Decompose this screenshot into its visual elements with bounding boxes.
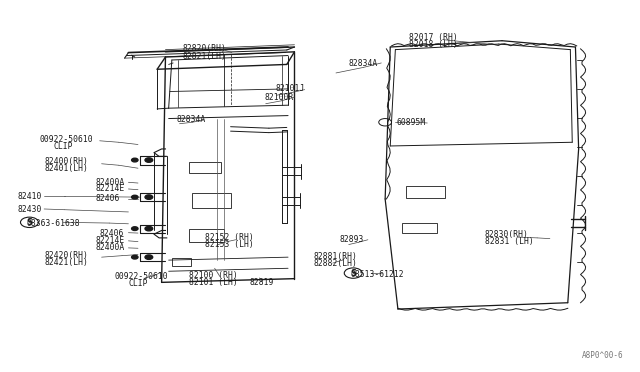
Text: 82881(RH): 82881(RH) [314, 252, 358, 261]
Text: 82420(RH): 82420(RH) [44, 251, 88, 260]
Text: 82830(RH): 82830(RH) [484, 230, 529, 240]
Circle shape [145, 255, 153, 259]
Text: 82831 (LH): 82831 (LH) [484, 237, 534, 246]
Text: 82821(LH): 82821(LH) [182, 52, 227, 61]
Text: 60895M: 60895M [397, 118, 426, 127]
Bar [402, 223, 437, 234]
Circle shape [132, 158, 138, 162]
Text: S: S [26, 218, 33, 227]
Bar [192, 193, 230, 208]
Text: 82214E: 82214E [95, 236, 124, 246]
Text: CLIP: CLIP [129, 279, 148, 288]
Text: 82410: 82410 [18, 192, 42, 201]
Bar [172, 258, 191, 266]
Bar [406, 186, 445, 198]
Text: CLIP: CLIP [53, 142, 72, 151]
Circle shape [132, 255, 138, 259]
Text: 82017 (RH): 82017 (RH) [410, 33, 458, 42]
Text: 08363-61638: 08363-61638 [26, 219, 80, 228]
Text: 82018 (LH): 82018 (LH) [410, 40, 458, 49]
Text: 82819: 82819 [250, 278, 274, 287]
Text: 00922-50610: 00922-50610 [39, 135, 93, 144]
Circle shape [145, 195, 153, 199]
Circle shape [132, 195, 138, 199]
Text: 82834A: 82834A [349, 59, 378, 68]
Text: 82406: 82406 [95, 195, 120, 203]
Bar [189, 162, 221, 173]
Text: 82100 (RH): 82100 (RH) [189, 271, 238, 280]
Text: 82153 (LH): 82153 (LH) [205, 240, 254, 249]
Text: S: S [350, 269, 356, 278]
Text: 82400A: 82400A [95, 243, 124, 252]
Text: 82834A: 82834A [176, 115, 205, 124]
Circle shape [145, 227, 153, 231]
Text: 82893: 82893 [339, 235, 364, 244]
Text: 82400(RH): 82400(RH) [44, 157, 88, 166]
Text: 82101 (LH): 82101 (LH) [189, 278, 238, 287]
Circle shape [132, 227, 138, 231]
Text: 82820(RH): 82820(RH) [182, 44, 227, 53]
Text: A8P0^00-6: A8P0^00-6 [582, 351, 623, 360]
Text: 82406: 82406 [100, 228, 124, 238]
Text: 82100R: 82100R [264, 93, 294, 102]
Text: 82430: 82430 [18, 205, 42, 214]
Text: 00922-50610: 00922-50610 [115, 272, 168, 281]
Text: 82214E: 82214E [95, 185, 124, 193]
Text: 82101J: 82101J [275, 84, 305, 93]
Bar [189, 230, 224, 242]
Text: 82882(LH): 82882(LH) [314, 259, 358, 267]
Text: 82401(LH): 82401(LH) [44, 164, 88, 173]
Text: 82400A: 82400A [95, 178, 124, 187]
Text: 08513-61212: 08513-61212 [351, 270, 404, 279]
Text: 82152 (RH): 82152 (RH) [205, 233, 254, 243]
Text: 82421(LH): 82421(LH) [44, 258, 88, 267]
Circle shape [145, 158, 153, 162]
